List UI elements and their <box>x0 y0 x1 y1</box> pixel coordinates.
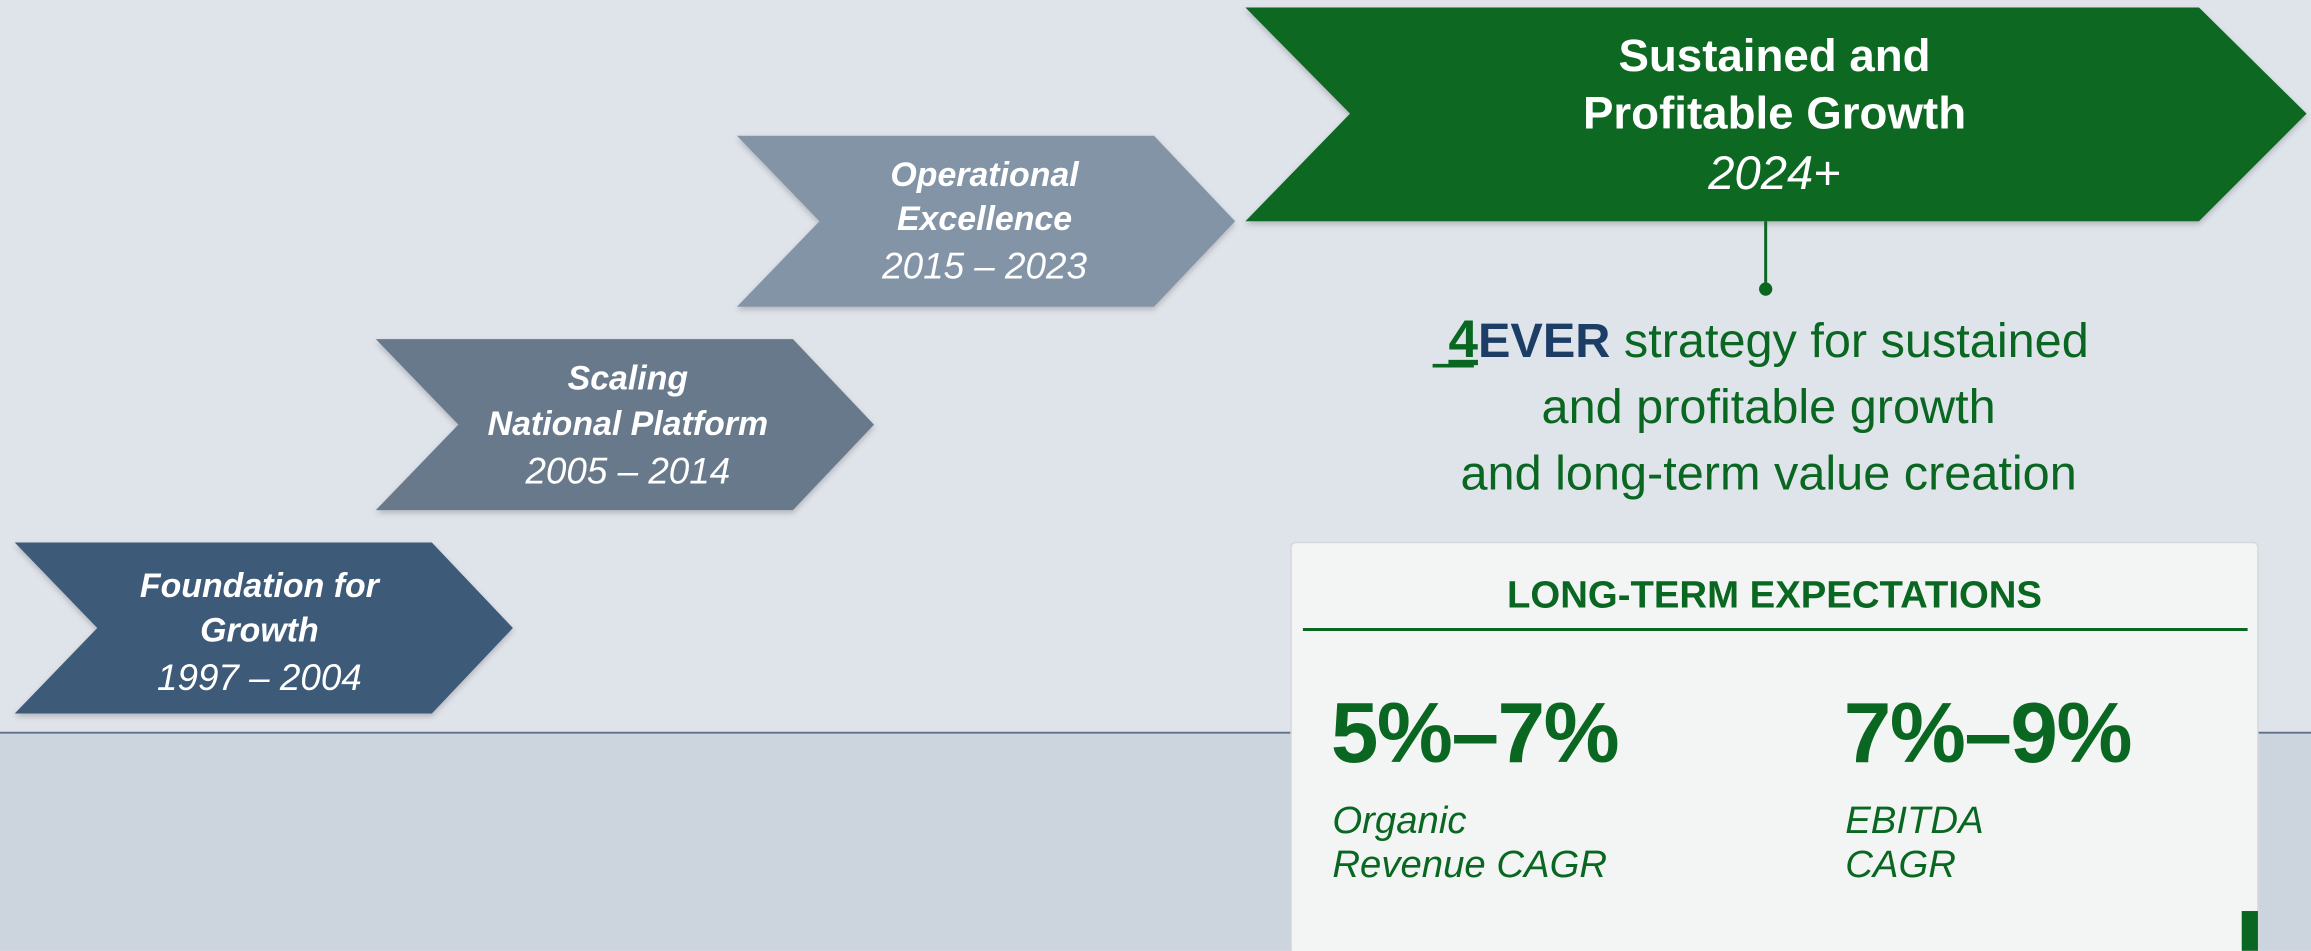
corner-accent <box>2241 911 2258 951</box>
metric-value: 7%–9% <box>1844 686 2131 781</box>
metric-label: Organic <box>1332 799 1466 842</box>
stage-chevron <box>375 339 874 511</box>
metric-value: 5%–7% <box>1331 686 1618 781</box>
stage-title: Scaling <box>568 359 689 397</box>
stage-years: 1997 – 2004 <box>157 657 362 698</box>
metric-label: EBITDA <box>1845 799 1983 842</box>
stage-title: Sustained and <box>1618 30 1930 81</box>
strategy-number: 4 <box>1448 310 1478 369</box>
stage-title: Profitable Growth <box>1583 87 1966 138</box>
stage-title: Foundation for <box>140 567 381 605</box>
strategy-text: strategy for sustained <box>1610 314 2088 368</box>
stage-title: Growth <box>200 611 319 649</box>
connector-dot <box>1759 282 1773 296</box>
stage-years: 2005 – 2014 <box>524 451 730 492</box>
stage-chevron <box>736 135 1236 307</box>
stage-title: Operational <box>890 156 1079 194</box>
stage-chevron <box>14 542 513 714</box>
metric-label: Revenue CAGR <box>1332 843 1607 886</box>
strategy-line: and profitable growth <box>1542 380 1996 434</box>
strategy-word: EVER <box>1478 314 1610 368</box>
metric-label: CAGR <box>1845 843 1956 886</box>
strategy-line: 4EVER strategy for sustained <box>1448 310 2088 369</box>
expectations-box <box>1290 541 2259 951</box>
stage-years: 2015 – 2023 <box>881 246 1087 287</box>
expectations-title: LONG-TERM EXPECTATIONS <box>1507 573 2042 616</box>
stage-years: 2024+ <box>1707 146 1840 199</box>
stage-title: Excellence <box>897 200 1072 238</box>
strategy-line: and long-term value creation <box>1460 447 2076 501</box>
stage-chevron <box>1245 7 2307 222</box>
stage-title: National Platform <box>488 405 768 443</box>
